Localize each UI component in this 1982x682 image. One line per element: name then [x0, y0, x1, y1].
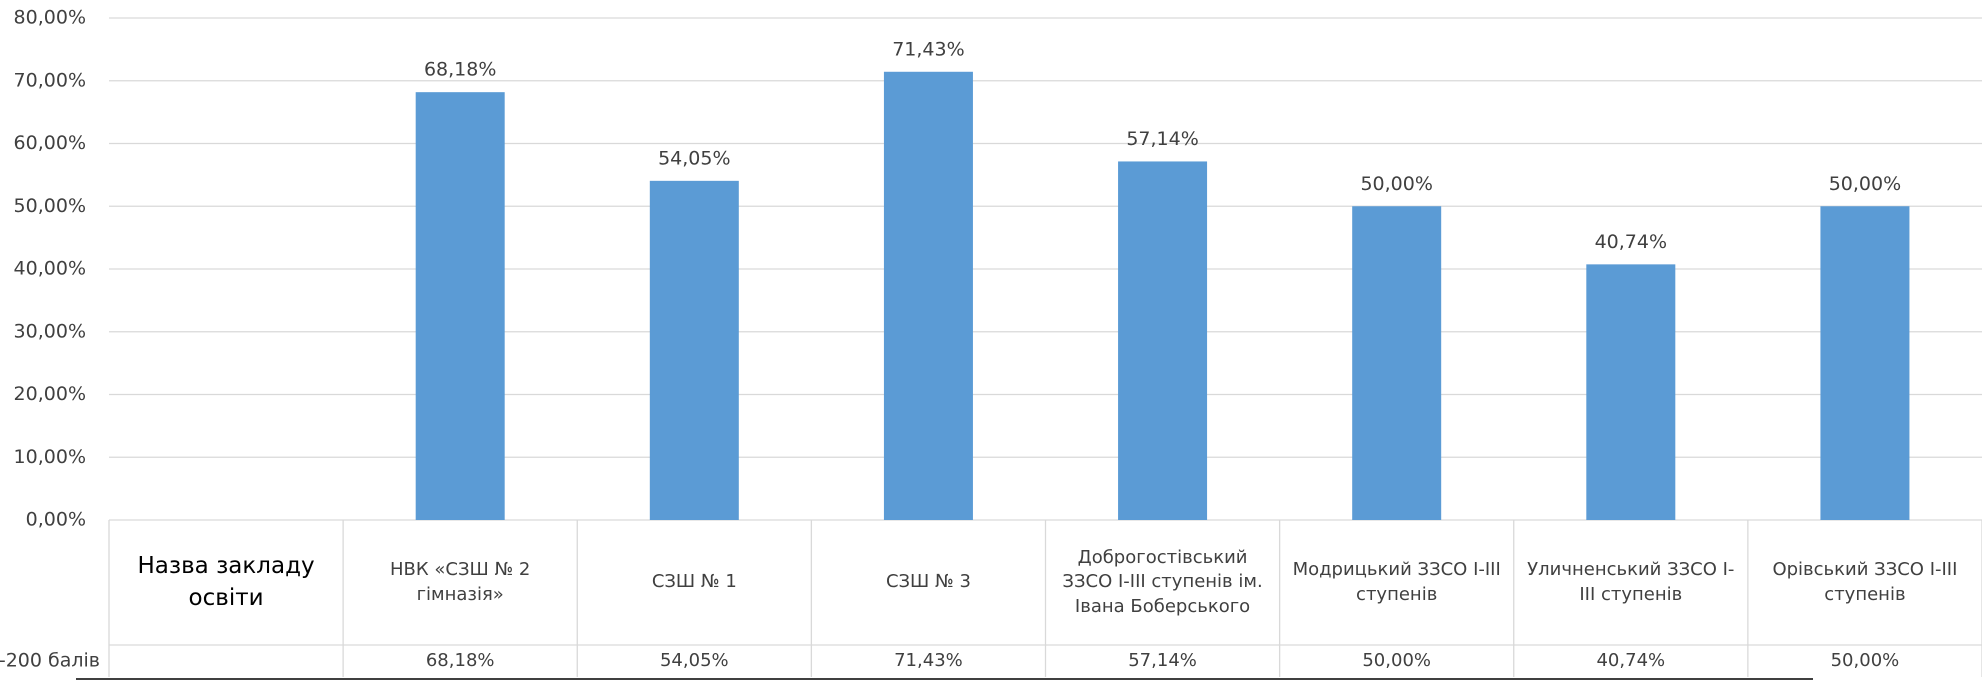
category-label: Орівський ЗЗСО І-ІІІ ступенів: [1772, 559, 1958, 605]
data-label: 40,74%: [1595, 231, 1667, 253]
category-label: Назва закладу освіти: [137, 553, 315, 611]
y-tick-label: 20,00%: [14, 383, 86, 405]
bar: [883, 71, 973, 521]
bar: [1820, 206, 1910, 520]
data-label: 68,18%: [424, 59, 496, 81]
data-label: 71,43%: [892, 38, 964, 60]
y-tick-label: 40,00%: [14, 258, 86, 280]
bar: [1118, 161, 1208, 520]
category-label: НВК «СЗШ № 2 гімназія»: [390, 559, 531, 605]
series-name: -200 балів: [0, 650, 100, 672]
table-value: 68,18%: [425, 649, 495, 671]
data-label: 50,00%: [1829, 173, 1901, 195]
y-tick-label: 50,00%: [14, 195, 86, 217]
category-label: СЗШ № 3: [885, 571, 971, 593]
y-tick-label: 10,00%: [14, 446, 86, 468]
data-label: 54,05%: [658, 147, 730, 169]
y-tick-label: 0,00%: [26, 509, 86, 531]
table-value: 50,00%: [1362, 649, 1431, 671]
bar: [649, 180, 739, 520]
data-label: 57,14%: [1126, 128, 1198, 150]
category-label: Доброгостівський ЗЗСО І-ІІІ ступенів ім.…: [1062, 547, 1263, 617]
bar: [1352, 206, 1442, 520]
y-tick-label: 60,00%: [14, 132, 86, 154]
category-label: Уличненський ЗЗСО І-ІІІ ступенів: [1527, 559, 1735, 605]
category-label: СЗШ № 1: [651, 571, 737, 593]
table-value: 50,00%: [1830, 649, 1900, 671]
y-tick-label: 30,00%: [14, 320, 86, 342]
y-tick-label: 80,00%: [14, 7, 86, 29]
y-tick-label: 70,00%: [14, 69, 86, 91]
table-value: 71,43%: [894, 649, 963, 671]
data-label: 50,00%: [1360, 173, 1432, 195]
table-value: 54,05%: [659, 649, 729, 671]
bar: [1586, 264, 1676, 520]
bar: [415, 92, 505, 520]
category-label: Модрицький ЗЗСО І-ІІІ ступенів: [1292, 559, 1501, 605]
table-value: 57,14%: [1128, 649, 1197, 671]
table-value: 40,74%: [1596, 649, 1666, 671]
